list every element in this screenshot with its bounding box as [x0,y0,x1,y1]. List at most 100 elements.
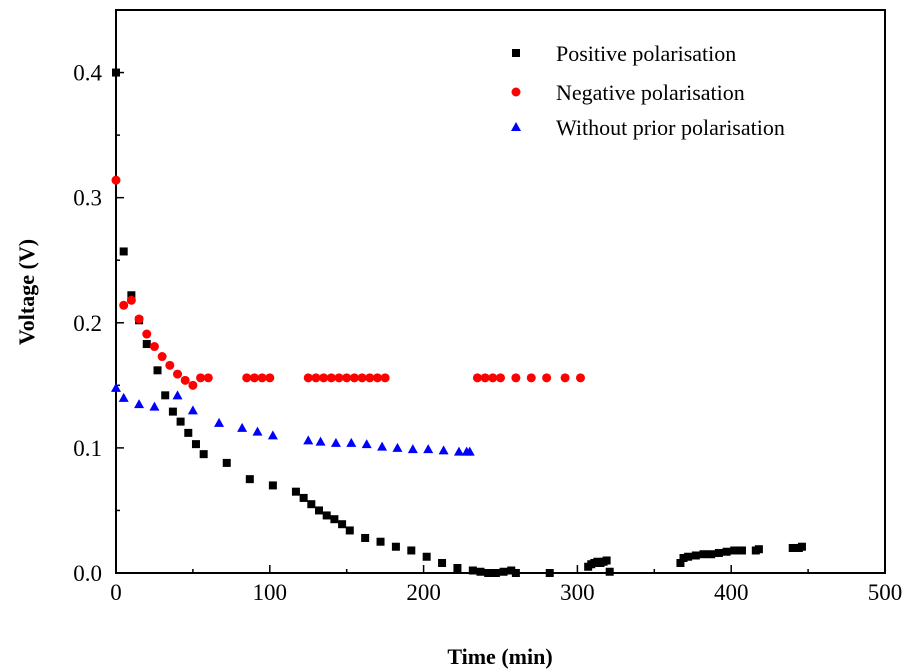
data-point [602,556,611,565]
data-point [315,436,326,446]
x-tick-label: 0 [110,580,122,605]
data-point [222,458,231,467]
data-point [453,563,462,572]
data-point [676,558,685,567]
data-point [511,373,521,383]
data-point [392,442,403,452]
data-point [605,567,614,576]
data-point [542,373,552,383]
data-point [242,373,252,383]
data-point [191,440,200,449]
data-point [142,329,152,339]
data-point [165,360,175,370]
data-point [464,446,475,456]
data-point [361,533,370,542]
data-point [187,405,198,415]
series-1 [112,68,806,577]
y-tick-label: 0.2 [73,311,102,336]
data-point [199,450,208,459]
legend-item: Negative polarisation [511,80,745,105]
data-point [319,373,329,383]
data-point [265,373,275,383]
data-point [391,542,400,551]
data-point [180,375,190,385]
data-point [119,300,129,310]
data-point [311,373,321,383]
data-point [407,444,418,454]
data-point [119,247,128,256]
data-point [252,426,263,436]
data-point [422,552,431,561]
data-point [291,487,300,496]
data-point [472,373,482,383]
data-point [684,552,693,561]
data-point [111,175,121,185]
data-point [126,295,136,305]
legend: Positive polarisation Negative polarisati… [511,41,785,140]
axes: 0 100 200 300 400 500 0.0 0.1 0.2 0.3 0.4 [73,9,903,605]
data-point [480,373,490,383]
data-point [134,399,145,409]
data-point [157,352,167,362]
data-point [423,444,434,454]
data-point [345,526,354,535]
data-point [526,373,536,383]
data-point [111,382,121,392]
data-point [797,542,806,551]
data-point [468,566,477,575]
y-tick-label: 0.4 [73,61,102,86]
data-point [346,437,357,447]
data-point [249,373,259,383]
data-point [380,373,390,383]
data-point [754,545,763,554]
data-point [560,373,570,383]
data-point [134,314,144,324]
legend-label: Positive polarisation [556,41,736,66]
data-point [173,369,183,379]
y-tick-label: 0.1 [73,436,102,461]
data-point [196,373,206,383]
data-point [376,537,385,546]
x-tick-label: 300 [560,580,595,605]
y-tick-label: 0.3 [73,186,102,211]
data-point [334,373,344,383]
data-point [511,569,520,577]
data-point [499,567,508,576]
data-point [161,391,170,400]
data-point [112,68,120,77]
data-point [699,550,708,559]
data-point [484,569,493,577]
data-point [361,439,372,449]
legend-marker [512,49,520,57]
data-point [507,566,516,575]
data-point [142,340,151,349]
data-point [245,475,254,484]
data-point [118,392,129,402]
data-point [257,373,267,383]
data-point [307,500,316,509]
x-tick-label: 100 [253,580,288,605]
data-marks [111,68,806,577]
x-tick-label: 200 [406,580,441,605]
legend-marker [511,87,521,97]
data-point [303,373,313,383]
data-point [438,445,449,455]
data-point [365,373,375,383]
data-point [237,422,248,432]
data-point [545,569,554,577]
data-point [153,366,162,375]
data-point [453,446,464,456]
data-point [438,558,447,567]
data-point [127,291,136,300]
data-point [342,373,352,383]
x-tick-label: 500 [868,580,903,605]
x-tick-label: 400 [714,580,749,605]
data-point [714,548,723,557]
data-point [299,493,308,502]
data-point [326,373,336,383]
legend-item: Positive polarisation [512,41,736,66]
y-axis-title: Voltage (V) [14,239,39,345]
data-point [722,547,731,556]
legend-marker [511,122,521,131]
